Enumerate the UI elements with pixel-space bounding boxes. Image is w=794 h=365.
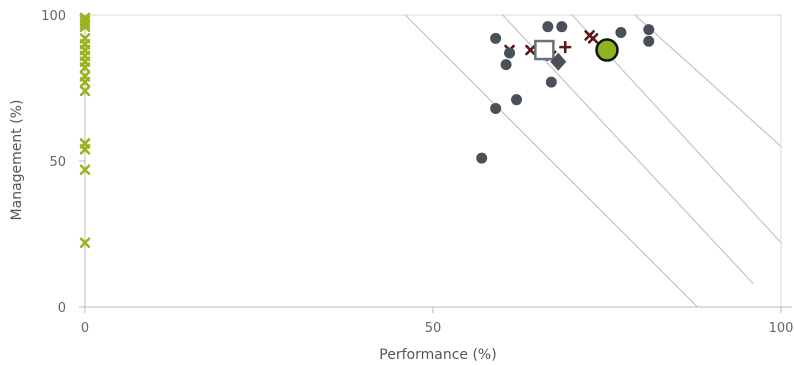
diamond-marker-point: [550, 52, 567, 71]
x-marker-point: [79, 85, 91, 97]
circle-marker-point: [643, 24, 655, 36]
circle-marker-point: [556, 21, 568, 33]
x-marker-point: [79, 164, 91, 176]
square-marker-point: [534, 39, 555, 61]
circle-marker-point: [615, 27, 627, 39]
circle-marker-point: [476, 152, 488, 164]
reference-lines: [404, 14, 782, 308]
axes: 0 50 100 0 50 100: [41, 9, 793, 336]
x-marker-point: [79, 21, 91, 32]
x-axis-title: Performance (%): [379, 347, 496, 363]
x-marker-point: [79, 237, 91, 249]
x-marker-point: [525, 44, 536, 56]
circle-marker-point: [511, 94, 523, 106]
reference-line: [634, 14, 782, 147]
x-tick-label: 50: [425, 321, 442, 336]
highlight-circle-point: [595, 38, 619, 62]
y-tick-label: 50: [49, 155, 66, 170]
reference-line: [404, 14, 698, 308]
x-marker-point: [587, 33, 599, 44]
circle-marker-point: [490, 102, 502, 114]
x-marker-point: [79, 144, 91, 155]
y-axis-title: Management (%): [9, 100, 25, 221]
x-marker-point: [79, 18, 91, 30]
grid-layer: [85, 14, 782, 307]
plus-marker-point: [559, 41, 572, 54]
x-marker-point: [79, 76, 91, 88]
data-points: [79, 12, 655, 249]
y-tick-label: 0: [58, 301, 66, 316]
circle-marker-point: [643, 35, 655, 47]
x-tick-label: 100: [769, 321, 794, 336]
circle-marker-point: [504, 47, 516, 59]
circle-marker-point: [490, 32, 502, 44]
circle-marker-point: [545, 76, 557, 88]
x-marker-point: [79, 62, 91, 73]
x-tick-label: 0: [81, 321, 89, 336]
circle-marker-point: [542, 21, 554, 33]
y-tick-label: 100: [41, 9, 66, 24]
circle-marker-point: [500, 59, 512, 71]
